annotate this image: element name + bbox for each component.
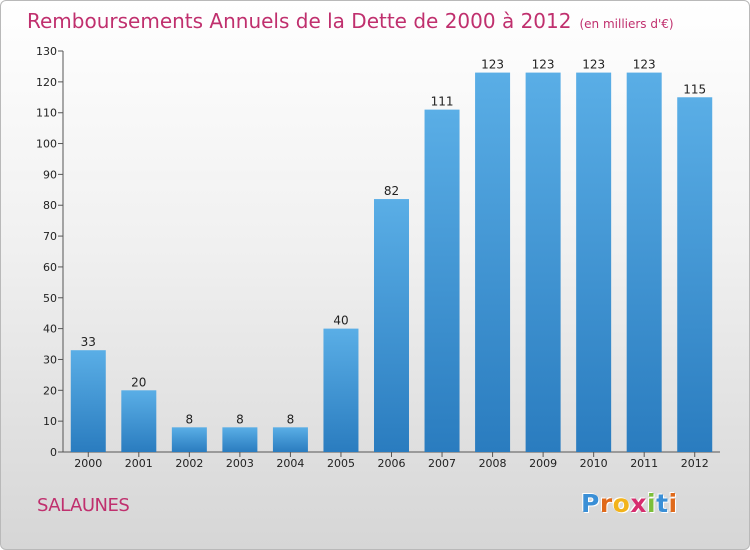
y-tick-label: 120 — [36, 76, 57, 89]
chart-unit: (en milliers d'€) — [579, 17, 674, 31]
x-tick-label: 2002 — [175, 457, 203, 470]
y-tick-label: 40 — [43, 323, 57, 336]
logo-letter: i — [668, 489, 678, 518]
bar-value-label: 82 — [384, 184, 399, 198]
bar-value-label: 123 — [532, 58, 555, 72]
bar-value-label: 40 — [333, 314, 348, 328]
x-tick-label: 2000 — [74, 457, 102, 470]
bar-value-label: 8 — [186, 412, 194, 426]
commune-name: SALAUNES — [37, 495, 130, 516]
bar-value-label: 115 — [683, 82, 706, 96]
x-tick-label: 2001 — [125, 457, 153, 470]
logo-letter: r — [599, 489, 613, 518]
y-tick-label: 130 — [36, 45, 57, 58]
y-tick-label: 60 — [43, 261, 57, 274]
y-tick-label: 90 — [43, 168, 57, 181]
bar-value-label: 123 — [481, 58, 504, 72]
bar-value-label: 123 — [633, 58, 656, 72]
x-tick-label: 2007 — [428, 457, 456, 470]
bar-value-label: 33 — [81, 335, 96, 349]
logo-letter: t — [656, 489, 669, 518]
x-tick-label: 2006 — [378, 457, 406, 470]
x-tick-label: 2012 — [681, 457, 709, 470]
bar-2010 — [576, 72, 612, 452]
y-tick-label: 80 — [43, 199, 57, 212]
bar-2006 — [374, 199, 409, 452]
chart-title: Remboursements Annuels de la Dette de 20… — [27, 9, 674, 33]
x-tick-label: 2011 — [630, 457, 658, 470]
y-tick-label: 70 — [43, 230, 57, 243]
y-tick-label: 20 — [43, 384, 57, 397]
bar-value-label: 8 — [287, 412, 295, 426]
x-tick-label: 2004 — [276, 457, 304, 470]
y-tick-label: 10 — [43, 415, 57, 428]
logo-letter: i — [647, 489, 657, 518]
x-tick-label: 2003 — [226, 457, 254, 470]
y-tick-label: 50 — [43, 292, 57, 305]
bar-2005 — [323, 328, 359, 452]
logo-letter: o — [612, 489, 631, 518]
bar-2012 — [677, 97, 713, 453]
bar-2008 — [475, 72, 511, 452]
logo-letter: x — [630, 489, 647, 518]
bar-2000 — [70, 350, 106, 452]
x-tick-label: 2005 — [327, 457, 355, 470]
y-tick-label: 0 — [50, 446, 57, 459]
x-tick-label: 2009 — [529, 457, 557, 470]
bar-2004 — [272, 427, 308, 452]
chart-title-text: Remboursements Annuels de la Dette de 20… — [27, 9, 572, 33]
y-tick-label: 100 — [36, 138, 57, 151]
logo-letter: P — [581, 489, 600, 518]
bar-2011 — [626, 72, 662, 452]
bar-value-label: 123 — [582, 58, 605, 72]
bar-value-label: 20 — [131, 375, 146, 389]
x-tick-label: 2008 — [479, 457, 507, 470]
bar-2009 — [525, 72, 561, 452]
bar-2007 — [424, 109, 460, 452]
bar-2001 — [121, 390, 157, 452]
bar-value-label: 111 — [431, 95, 454, 109]
y-tick-label: 110 — [36, 107, 57, 120]
bar-value-label: 8 — [236, 412, 244, 426]
bar-2002 — [171, 427, 207, 452]
y-tick-label: 30 — [43, 353, 57, 366]
proxiti-logo: Proxiti — [581, 489, 678, 518]
bar-2003 — [222, 427, 258, 452]
x-tick-label: 2010 — [580, 457, 608, 470]
